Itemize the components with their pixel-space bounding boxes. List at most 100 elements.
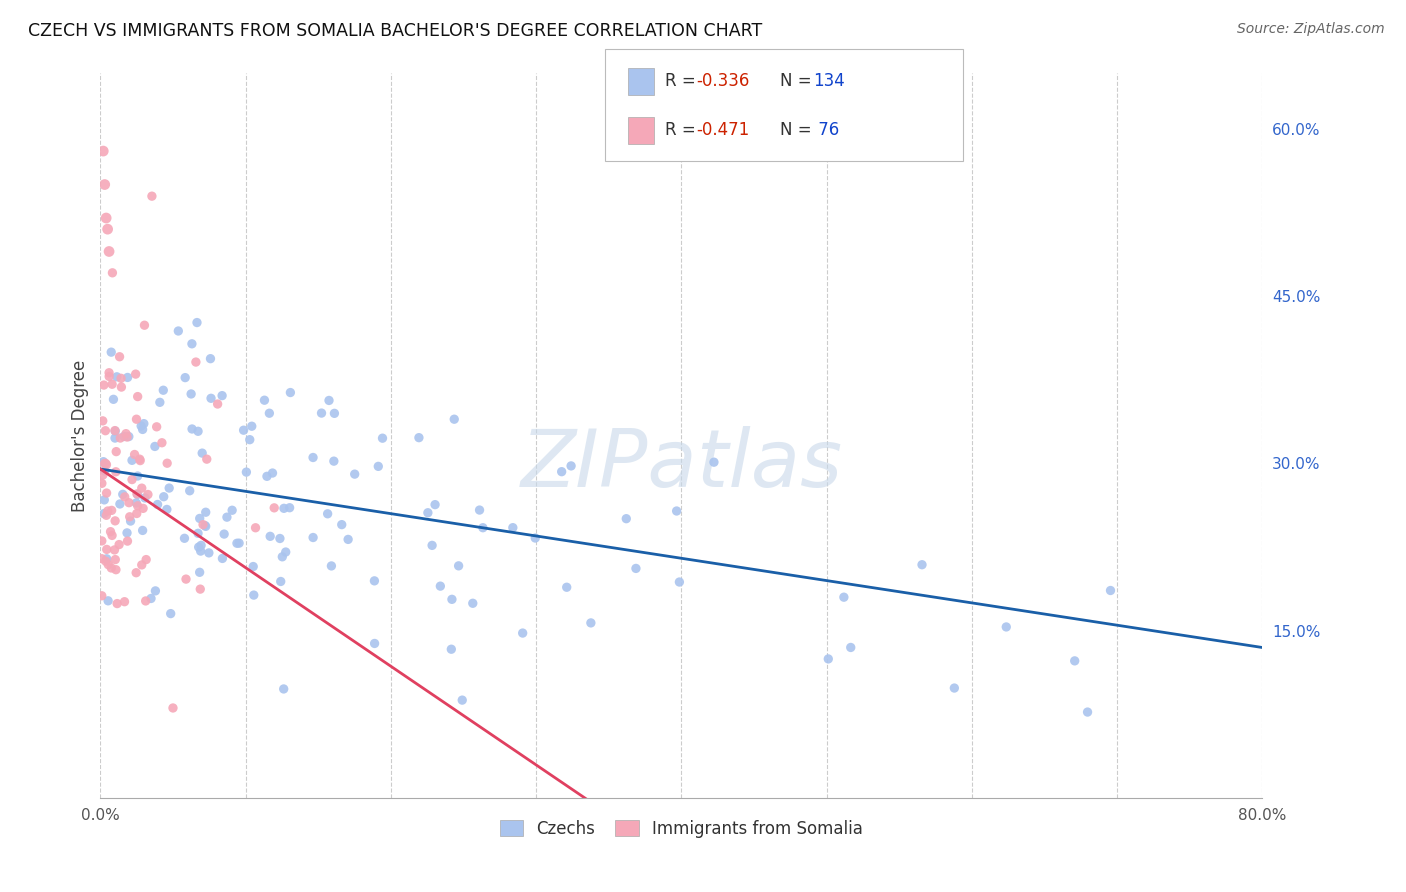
Point xyxy=(90,551,112,566)
Point xyxy=(101,377,124,392)
Point xyxy=(96,486,118,500)
Point xyxy=(256,469,278,483)
Point xyxy=(98,244,121,259)
Point xyxy=(524,531,547,545)
Point xyxy=(311,406,333,420)
Point xyxy=(127,390,149,404)
Text: R =: R = xyxy=(665,72,702,90)
Point xyxy=(194,519,217,533)
Point xyxy=(90,589,112,603)
Point xyxy=(104,465,127,479)
Point xyxy=(195,452,218,467)
Point xyxy=(555,580,578,594)
Point xyxy=(117,534,139,549)
Point xyxy=(447,558,470,573)
Point xyxy=(232,423,254,437)
Point xyxy=(129,453,152,467)
Point xyxy=(245,521,267,535)
Point xyxy=(468,503,491,517)
Point xyxy=(152,490,174,504)
Point xyxy=(91,144,114,158)
Point xyxy=(228,536,250,550)
Point xyxy=(162,701,184,715)
Point xyxy=(180,387,202,401)
Point xyxy=(624,561,647,575)
Point xyxy=(145,419,167,434)
Point xyxy=(280,385,302,400)
Point xyxy=(190,538,212,552)
Point xyxy=(90,533,112,548)
Text: 134: 134 xyxy=(813,72,845,90)
Point xyxy=(188,582,211,596)
Point xyxy=(93,455,115,469)
Point xyxy=(90,476,112,491)
Point xyxy=(157,481,180,495)
Point xyxy=(96,211,118,225)
Point xyxy=(135,552,157,566)
Point xyxy=(323,406,346,420)
Point xyxy=(316,507,339,521)
Point xyxy=(143,439,166,453)
Point xyxy=(96,508,118,523)
Point xyxy=(211,551,233,566)
Point xyxy=(502,521,524,535)
Point xyxy=(100,345,122,359)
Point xyxy=(127,469,149,483)
Point xyxy=(242,588,264,602)
Point xyxy=(96,551,118,566)
Point xyxy=(100,524,122,539)
Point xyxy=(108,538,131,552)
Point xyxy=(105,369,128,384)
Point xyxy=(91,468,114,483)
Point xyxy=(101,528,124,542)
Text: -0.336: -0.336 xyxy=(696,72,749,90)
Point xyxy=(181,422,204,436)
Point xyxy=(184,355,207,369)
Point xyxy=(104,424,127,438)
Point xyxy=(97,558,120,572)
Point xyxy=(121,453,143,467)
Text: CZECH VS IMMIGRANTS FROM SOMALIA BACHELOR'S DEGREE CORRELATION CHART: CZECH VS IMMIGRANTS FROM SOMALIA BACHELO… xyxy=(28,22,762,40)
Point xyxy=(911,558,934,572)
Point xyxy=(121,473,143,487)
Point xyxy=(118,496,141,510)
Point xyxy=(97,222,120,236)
Point xyxy=(141,189,163,203)
Point xyxy=(194,505,217,519)
Point xyxy=(127,487,149,501)
Point xyxy=(139,591,162,606)
Point xyxy=(115,430,138,444)
Point xyxy=(269,532,291,546)
Point xyxy=(110,431,132,445)
Point xyxy=(104,552,127,566)
Point xyxy=(207,397,229,411)
Point xyxy=(262,466,284,480)
Point xyxy=(226,536,249,550)
Point xyxy=(105,444,128,458)
Point xyxy=(146,498,169,512)
Point xyxy=(93,507,115,521)
Point xyxy=(97,504,120,518)
Point xyxy=(94,424,117,438)
Point xyxy=(420,538,443,552)
Point xyxy=(152,383,174,397)
Point xyxy=(135,594,157,608)
Point xyxy=(416,506,439,520)
Point xyxy=(112,429,135,443)
Point xyxy=(429,579,451,593)
Text: R =: R = xyxy=(665,121,702,139)
Point xyxy=(131,524,153,538)
Point xyxy=(156,456,179,470)
Point xyxy=(111,487,134,501)
Point xyxy=(191,517,214,532)
Point xyxy=(104,424,127,438)
Point xyxy=(181,336,204,351)
Point xyxy=(103,392,125,407)
Point xyxy=(159,607,181,621)
Point xyxy=(115,525,138,540)
Point xyxy=(995,620,1018,634)
Point xyxy=(93,457,115,471)
Point xyxy=(124,367,146,381)
Point xyxy=(271,549,294,564)
Point xyxy=(174,370,197,384)
